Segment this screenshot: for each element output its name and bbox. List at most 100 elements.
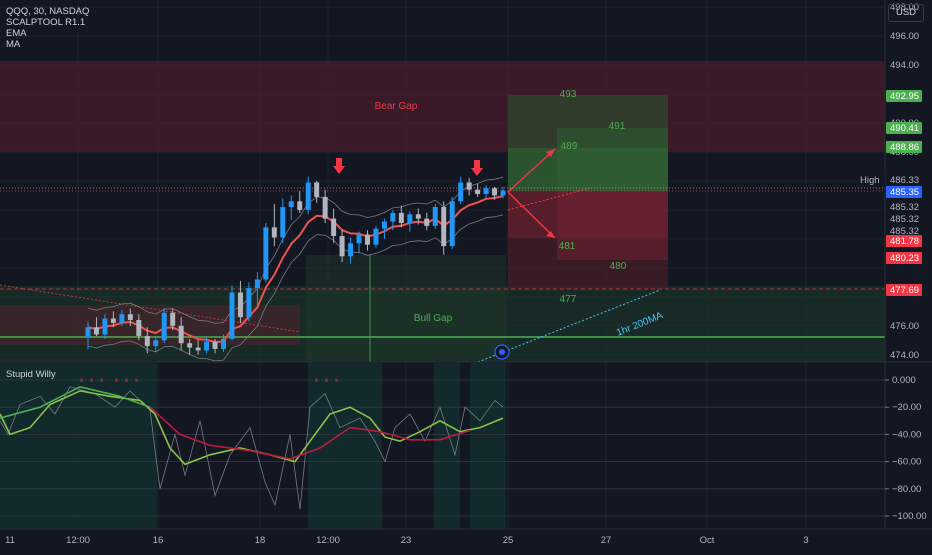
osc-tick: −60.00 <box>892 457 921 468</box>
bear-gap-label: Bear Gap <box>375 101 418 112</box>
candle <box>263 222 269 283</box>
osc-tick: −40.00 <box>892 429 921 440</box>
svg-text:492.95: 492.95 <box>890 91 919 102</box>
candle <box>161 308 167 344</box>
candle <box>93 317 99 336</box>
candle <box>432 204 438 229</box>
svg-text:488.86: 488.86 <box>890 142 919 153</box>
candle <box>466 178 472 196</box>
price-tick: 476.00 <box>890 321 919 332</box>
time-tick: 18 <box>255 535 266 546</box>
oscillator-title[interactable]: Stupid Willy <box>6 369 56 380</box>
svg-text:x: x <box>115 378 118 384</box>
price-tick: 485.32 <box>890 202 919 213</box>
candle <box>356 231 362 254</box>
candle <box>271 204 277 247</box>
indicator-scalptool[interactable]: SCALPTOOL R1.1 <box>6 17 86 28</box>
candle <box>288 195 294 221</box>
candle <box>195 340 201 355</box>
candle <box>127 308 133 326</box>
price-tick: 496.00 <box>890 31 919 42</box>
price-tag: 477.69 <box>886 284 922 296</box>
candle <box>314 181 320 203</box>
osc-bg-3 <box>434 363 460 529</box>
svg-text:477.69: 477.69 <box>890 285 919 296</box>
candle <box>246 282 252 322</box>
price-tick: 485.32 <box>890 226 919 237</box>
level-label-477: 477 <box>560 294 577 305</box>
candle <box>331 208 337 244</box>
time-tick: 25 <box>503 535 514 546</box>
candle <box>136 314 142 341</box>
indicator-ma[interactable]: MA <box>6 39 21 50</box>
level-label-480: 480 <box>610 261 627 272</box>
candle <box>348 237 354 264</box>
candle <box>229 285 235 341</box>
price-tag: 481.78 <box>886 235 922 247</box>
level-label-493: 493 <box>560 89 577 100</box>
price-tag: 492.95 <box>886 90 922 102</box>
price-tag: 490.41 <box>886 122 922 134</box>
candle <box>187 338 193 355</box>
candle <box>119 309 125 326</box>
candle <box>110 311 116 328</box>
candle <box>449 196 455 250</box>
price-axis[interactable]: 498.00496.00494.00492.00490.00488.00486.… <box>857 0 930 529</box>
indicator-ema[interactable]: EMA <box>6 28 27 39</box>
candle <box>254 272 260 307</box>
osc-bg-2 <box>308 363 382 529</box>
price-tag: 488.86 <box>886 141 922 153</box>
time-tick: 3 <box>803 535 808 546</box>
candle <box>297 191 303 213</box>
downtrend-dotted-line <box>0 284 301 333</box>
time-tick: 16 <box>153 535 164 546</box>
candle <box>178 317 184 351</box>
price-tag: High 486.33 <box>857 174 930 186</box>
replay-icon[interactable] <box>494 344 510 360</box>
svg-text:486.33: 486.33 <box>890 175 919 186</box>
time-tick: 12:00 <box>316 535 340 546</box>
target-box-489 <box>508 148 668 191</box>
bull-gap-label: Bull Gap <box>414 313 453 324</box>
symbol-title[interactable]: QQQ, 30, NASDAQ <box>6 6 90 17</box>
candle <box>441 201 447 255</box>
candle <box>204 337 210 354</box>
bear-gap-zone <box>0 61 885 152</box>
down-arrow-2 <box>471 160 483 176</box>
stop-box-480 <box>557 191 668 260</box>
candle <box>415 208 421 225</box>
bull-green-block <box>306 255 506 362</box>
candle <box>280 198 286 244</box>
osc-tick: 0.000 <box>892 375 916 386</box>
candle <box>364 230 370 251</box>
svg-text:x: x <box>80 378 83 384</box>
svg-text:x: x <box>335 378 338 384</box>
svg-text:x: x <box>325 378 328 384</box>
down-projection-arrow <box>507 191 556 239</box>
candle <box>339 230 345 263</box>
candle <box>500 186 506 199</box>
time-axis[interactable]: 11 12:00 16 18 12:00 23 25 27 Oct 3 <box>0 528 932 546</box>
svg-text:x: x <box>315 378 318 384</box>
chart-legend: QQQ, 30, NASDAQ SCALPTOOL R1.1 EMA MA <box>6 6 89 50</box>
price-tag: 480.23 <box>886 252 922 264</box>
time-tick: Oct <box>700 535 715 546</box>
candle <box>398 205 404 228</box>
svg-text:High: High <box>860 175 880 186</box>
candle <box>237 280 243 323</box>
down-arrow-1 <box>333 158 345 174</box>
svg-text:x: x <box>125 378 128 384</box>
candle <box>153 335 159 352</box>
price-tick: 494.00 <box>890 60 919 71</box>
candle <box>424 212 430 231</box>
price-tick: 485.32 <box>890 214 919 225</box>
time-tick: 27 <box>601 535 612 546</box>
currency-button[interactable]: USD <box>888 4 924 22</box>
candle <box>492 186 498 200</box>
time-tick: 12:00 <box>66 535 90 546</box>
candle <box>144 327 150 354</box>
candle <box>483 185 489 199</box>
candle <box>85 321 91 349</box>
osc-bg-1 <box>0 363 157 529</box>
